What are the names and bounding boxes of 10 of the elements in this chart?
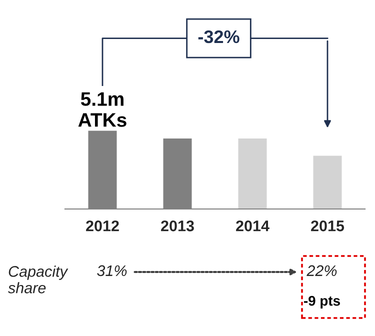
- text: -9 pts: [304, 296, 340, 308]
- text: Capacity share: [8, 266, 68, 294]
- annotation: 5.1m ATKs: [78, 92, 126, 127]
- x-tick-label: 2014: [236, 220, 270, 232]
- x-tick-label: 2012: [86, 220, 119, 232]
- text: 31%: [97, 265, 127, 276]
- x-tick-label: 2013: [161, 220, 194, 232]
- x-tick-label: 2015: [311, 220, 344, 232]
- text: -32%: [198, 30, 240, 44]
- text: 22%: [306, 265, 337, 276]
